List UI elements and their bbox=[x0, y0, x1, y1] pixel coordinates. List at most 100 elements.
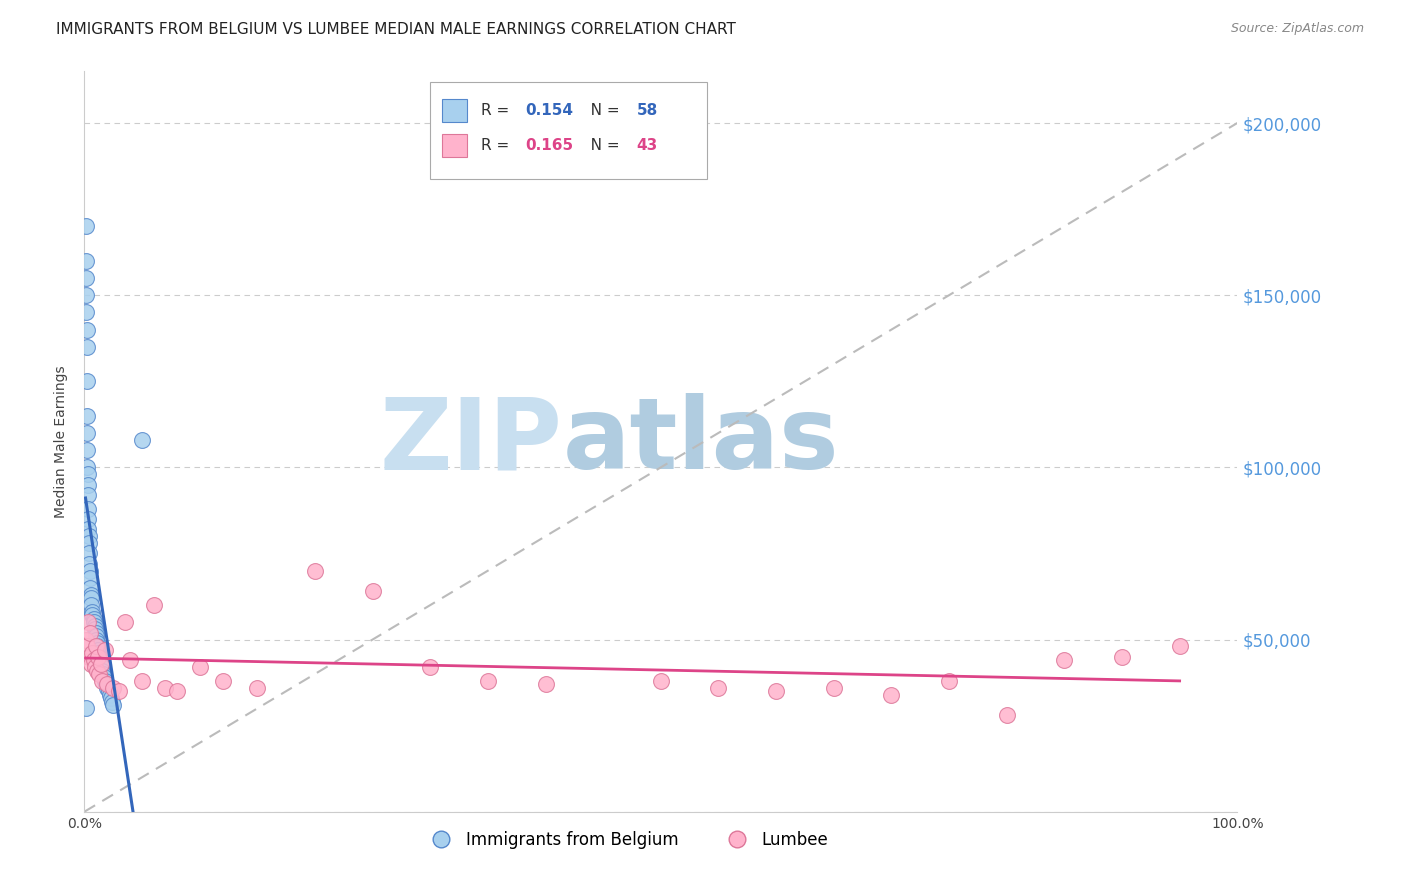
Text: 43: 43 bbox=[637, 138, 658, 153]
Point bbox=[534, 677, 557, 691]
Point bbox=[76, 374, 98, 388]
Point bbox=[1053, 653, 1076, 667]
Point bbox=[91, 667, 114, 681]
Point bbox=[84, 625, 107, 640]
Point bbox=[76, 501, 98, 516]
Point bbox=[75, 288, 97, 302]
Bar bbox=[441, 135, 467, 156]
Point bbox=[83, 653, 105, 667]
Point bbox=[76, 409, 98, 423]
Point bbox=[90, 673, 112, 688]
Point bbox=[77, 529, 100, 543]
Point bbox=[86, 640, 108, 654]
Text: 0.154: 0.154 bbox=[524, 103, 572, 118]
Point bbox=[304, 564, 326, 578]
Point bbox=[120, 653, 142, 667]
Point bbox=[83, 615, 105, 630]
Point bbox=[98, 688, 121, 702]
Point bbox=[86, 636, 108, 650]
Point bbox=[94, 643, 117, 657]
Point bbox=[166, 684, 188, 698]
Point bbox=[131, 673, 153, 688]
Point bbox=[77, 557, 100, 571]
Point bbox=[938, 673, 960, 688]
Point bbox=[246, 681, 269, 695]
Point bbox=[100, 691, 122, 706]
Point bbox=[89, 657, 111, 671]
Point bbox=[82, 646, 104, 660]
Point bbox=[103, 698, 124, 712]
Point bbox=[75, 253, 97, 268]
Point bbox=[76, 640, 98, 654]
Point bbox=[76, 443, 98, 458]
Text: Source: ZipAtlas.com: Source: ZipAtlas.com bbox=[1230, 22, 1364, 36]
Point bbox=[114, 615, 136, 630]
Point bbox=[79, 581, 101, 595]
Point bbox=[94, 673, 117, 688]
Point bbox=[361, 584, 384, 599]
Point bbox=[75, 271, 97, 285]
Point bbox=[84, 640, 107, 654]
Point bbox=[75, 701, 97, 715]
Point bbox=[87, 649, 110, 664]
Point bbox=[76, 460, 98, 475]
FancyBboxPatch shape bbox=[430, 82, 707, 178]
Point bbox=[142, 598, 165, 612]
Point bbox=[765, 684, 787, 698]
Point bbox=[75, 305, 97, 319]
Point bbox=[995, 708, 1018, 723]
Text: R =: R = bbox=[481, 103, 515, 118]
Point bbox=[96, 681, 118, 695]
Point bbox=[76, 512, 98, 526]
Point bbox=[82, 605, 104, 619]
Point bbox=[90, 660, 112, 674]
Point bbox=[80, 657, 103, 671]
Point bbox=[79, 625, 101, 640]
Point bbox=[83, 660, 105, 674]
Point bbox=[76, 477, 98, 491]
Point bbox=[83, 612, 105, 626]
Point bbox=[80, 591, 103, 606]
Point bbox=[101, 694, 124, 708]
Text: N =: N = bbox=[575, 138, 624, 153]
Point bbox=[84, 632, 107, 647]
Point bbox=[76, 323, 98, 337]
Point bbox=[211, 673, 233, 688]
Point bbox=[80, 588, 103, 602]
Text: 58: 58 bbox=[637, 103, 658, 118]
Point bbox=[97, 684, 120, 698]
Point bbox=[90, 664, 112, 678]
Point bbox=[477, 673, 499, 688]
Point bbox=[1168, 640, 1191, 654]
Point bbox=[76, 425, 98, 440]
Text: N =: N = bbox=[575, 103, 624, 118]
Legend: Immigrants from Belgium, Lumbee: Immigrants from Belgium, Lumbee bbox=[418, 824, 835, 855]
Point bbox=[93, 670, 115, 684]
Point bbox=[76, 488, 98, 502]
Point bbox=[103, 681, 124, 695]
Point bbox=[75, 219, 97, 234]
Point bbox=[76, 467, 98, 482]
Point bbox=[89, 667, 111, 681]
Bar bbox=[441, 100, 467, 121]
Point bbox=[82, 608, 104, 623]
Y-axis label: Median Male Earnings: Median Male Earnings bbox=[55, 365, 69, 518]
Text: R =: R = bbox=[481, 138, 515, 153]
Point bbox=[153, 681, 176, 695]
Point bbox=[80, 598, 103, 612]
Point bbox=[89, 657, 111, 671]
Point bbox=[79, 570, 101, 584]
Point bbox=[77, 649, 100, 664]
Point bbox=[77, 546, 100, 560]
Point bbox=[87, 643, 110, 657]
Point bbox=[77, 536, 100, 550]
Point bbox=[707, 681, 730, 695]
Point bbox=[86, 664, 108, 678]
Point bbox=[108, 684, 131, 698]
Text: 0.165: 0.165 bbox=[524, 138, 572, 153]
Point bbox=[76, 522, 98, 536]
Point bbox=[75, 632, 97, 647]
Point bbox=[131, 433, 153, 447]
Point bbox=[76, 615, 98, 630]
Point bbox=[83, 619, 105, 633]
